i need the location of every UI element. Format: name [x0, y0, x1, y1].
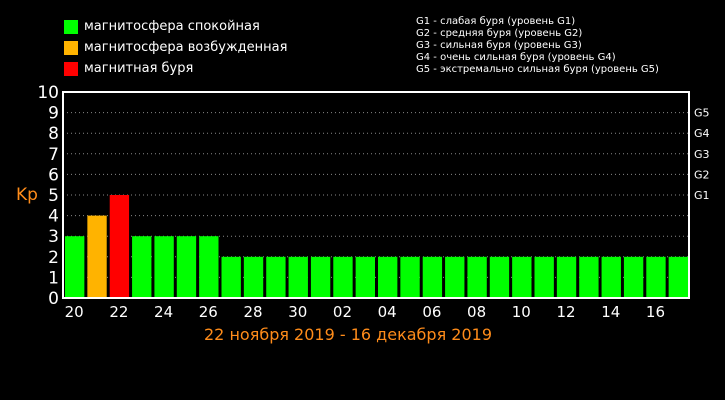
bar	[534, 256, 554, 298]
bar	[601, 256, 621, 298]
bar	[623, 256, 644, 298]
legend-item-quiet: магнитосфера спокойная	[64, 16, 287, 37]
storm-level-g3: G3 - сильная буря (уровень G3)	[416, 40, 582, 51]
x-tick-label: 10	[512, 303, 531, 321]
storm-level-legend: G1 - слабая буря (уровень G1) G2 - средн…	[416, 16, 659, 76]
x-tick-label: 30	[288, 303, 307, 321]
x-tick-label: 22	[109, 303, 128, 321]
legend-swatch-excited	[64, 40, 78, 55]
x-tick-label: 12	[556, 303, 575, 321]
bar	[668, 256, 688, 298]
x-tick-label: 06	[422, 303, 441, 321]
x-tick-label: 08	[467, 303, 486, 321]
legend-item-storm: магнитная буря	[64, 58, 287, 79]
bar	[489, 256, 510, 298]
y-tick-label: 6	[48, 165, 59, 185]
storm-level-g5: G5 - экстремально сильная буря (уровень …	[416, 64, 659, 75]
y-tick-label: 0	[48, 289, 59, 309]
plot-frame	[62, 91, 690, 299]
bar	[556, 256, 577, 298]
bar	[333, 256, 353, 298]
storm-level-g4: G4 - очень сильная буря (уровень G4)	[416, 52, 616, 63]
bar	[646, 256, 666, 298]
bar	[310, 256, 331, 298]
x-tick-label: 24	[154, 303, 173, 321]
legend: магнитосфера спокойная магнитосфера возб…	[64, 16, 287, 79]
x-tick-label: 02	[333, 303, 352, 321]
bar	[154, 236, 174, 298]
bar	[87, 215, 107, 298]
right-tick-label: G2	[694, 168, 710, 181]
legend-swatch-storm	[64, 61, 78, 76]
right-ticks: G1 G2 G3 G4 G5	[694, 107, 710, 202]
legend-label-excited: магнитосфера возбужденная	[84, 40, 288, 55]
right-tick-label: G1	[694, 189, 710, 202]
bar	[199, 236, 219, 298]
bar	[378, 256, 398, 298]
y-tick-label: 8	[48, 124, 59, 144]
y-tick-label: 3	[48, 227, 59, 247]
storm-level-g1: G1 - слабая буря (уровень G1)	[416, 16, 576, 27]
bar	[243, 256, 264, 298]
x-tick-label: 28	[243, 303, 262, 321]
x-tick-label: 26	[199, 303, 218, 321]
x-tick-label: 04	[378, 303, 397, 321]
bar	[109, 195, 130, 298]
legend-label-quiet: магнитосфера спокойная	[84, 19, 260, 34]
right-tick-label: G4	[694, 127, 710, 140]
bar	[355, 256, 375, 298]
bar	[65, 236, 85, 298]
y-tick-label: 4	[48, 207, 59, 227]
y-axis-label: Kp	[16, 185, 38, 205]
legend-swatch-quiet	[64, 19, 78, 34]
bar	[176, 236, 197, 298]
bar	[579, 256, 599, 298]
legend-item-excited: магнитосфера возбужденная	[64, 37, 287, 58]
x-tick-label: 16	[646, 303, 665, 321]
bar	[422, 256, 443, 298]
y-tick-label: 10	[37, 83, 59, 103]
bar	[132, 236, 152, 298]
legend-label-storm: магнитная буря	[84, 61, 194, 76]
bar	[512, 256, 532, 298]
y-tick-label: 5	[48, 186, 59, 206]
x-tick-label: 14	[601, 303, 620, 321]
bar	[288, 256, 308, 298]
right-tick-label: G5	[694, 107, 710, 120]
bar	[445, 256, 465, 298]
right-tick-label: G3	[694, 148, 710, 161]
bar	[400, 256, 420, 298]
bar	[266, 256, 286, 298]
storm-level-g2: G2 - средняя буря (уровень G2)	[416, 28, 583, 39]
y-tick-label: 1	[48, 268, 59, 288]
x-axis-label: 22 ноября 2019 - 16 декабря 2019	[204, 325, 492, 344]
y-tick-label: 2	[48, 248, 59, 268]
x-tick-label: 20	[65, 303, 84, 321]
bar	[221, 256, 241, 298]
bar	[467, 256, 487, 298]
y-tick-label: 9	[48, 104, 59, 124]
y-tick-label: 7	[48, 145, 59, 165]
bars	[65, 195, 688, 298]
x-ticks: 20 22 24 26 28 30 02 04 06 08 10 12 14 16	[65, 303, 665, 321]
